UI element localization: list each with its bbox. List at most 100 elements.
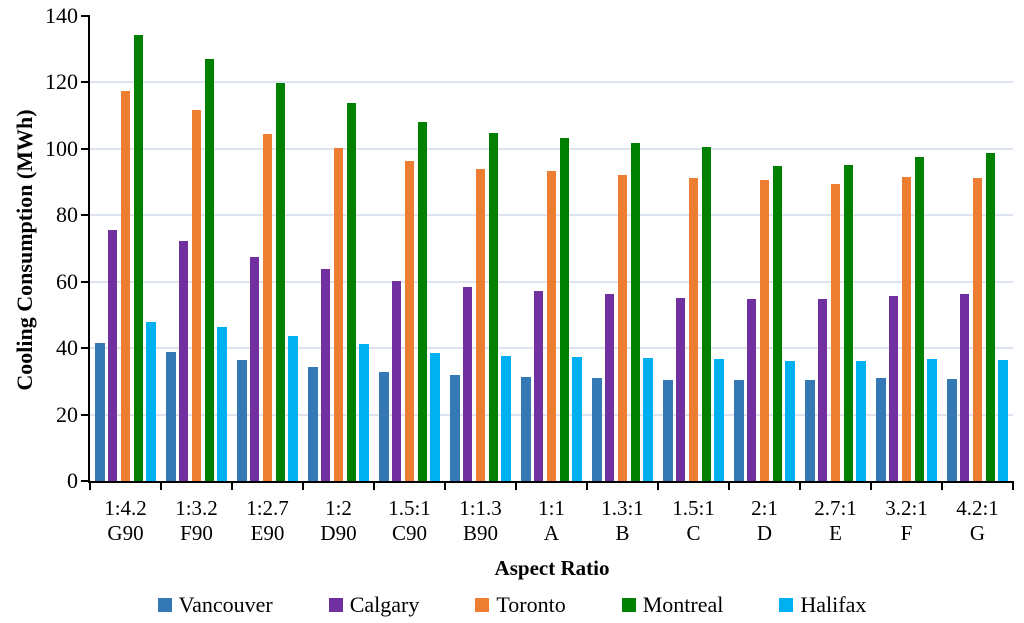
y-axis-line <box>88 15 90 483</box>
legend-swatch-toronto <box>475 598 490 612</box>
x-tick <box>586 481 588 490</box>
x-category-label-f: 3.2:1 F <box>871 496 942 546</box>
bar-calgary-f <box>888 295 899 481</box>
legend-item-toronto: Toronto <box>475 592 566 618</box>
category-code: D <box>756 521 773 545</box>
bar-calgary-g90 <box>107 229 118 481</box>
y-tick <box>81 147 90 150</box>
bar-halifax-b <box>643 358 654 481</box>
bar-calgary-g <box>959 294 970 481</box>
y-tick <box>81 347 90 350</box>
bar-halifax-g90 <box>146 321 157 481</box>
legend-item-halifax: Halifax <box>779 592 866 618</box>
bar-toronto-a <box>546 171 557 481</box>
x-tick <box>941 481 943 490</box>
bar-montreal-d90 <box>346 103 357 481</box>
bar-halifax-d90 <box>359 344 370 481</box>
y-gridline <box>90 147 1013 150</box>
x-tick <box>657 481 659 490</box>
x-category-label-a: 1:1 A <box>516 496 587 546</box>
y-axis-title: Cooling Consumption (MWh) <box>12 109 37 391</box>
category-code: D90 <box>320 521 357 545</box>
bar-vancouver-d90 <box>307 367 318 481</box>
x-tick <box>231 481 233 490</box>
y-tick <box>81 480 90 482</box>
bar-montreal-b90 <box>488 132 499 481</box>
bar-toronto-e90 <box>262 134 273 481</box>
bar-vancouver-g90 <box>94 343 105 481</box>
bar-calgary-a <box>533 290 544 481</box>
legend-item-calgary: Calgary <box>328 592 420 618</box>
legend-swatch-montreal <box>621 598 636 612</box>
bar-toronto-d90 <box>333 148 344 481</box>
x-axis-line <box>88 481 1013 483</box>
category-code: G <box>969 521 986 545</box>
category-ratio: 1:4.2 <box>104 496 147 520</box>
category-code: F <box>900 521 913 545</box>
legend-label-calgary: Calgary <box>349 592 420 617</box>
y-tick-label: 40 <box>56 335 78 361</box>
y-tick-label: 140 <box>45 3 78 28</box>
bar-halifax-c <box>714 359 725 481</box>
bar-toronto-b90 <box>475 169 486 481</box>
bar-calgary-c <box>675 297 686 481</box>
x-category-label-d: 2:1 D <box>729 496 800 546</box>
bar-calgary-d <box>746 298 757 481</box>
x-category-label-d90: 1:2 D90 <box>303 496 374 546</box>
category-code: B <box>615 521 630 545</box>
bar-calgary-b90 <box>462 287 473 481</box>
x-tick <box>515 481 517 490</box>
category-ratio: 1.3:1 <box>601 496 644 520</box>
bar-toronto-b <box>617 175 628 481</box>
category-ratio: 1:2.7 <box>246 496 289 520</box>
bar-vancouver-f <box>875 378 886 481</box>
x-tick <box>89 481 91 490</box>
bar-vancouver-d <box>733 380 744 481</box>
y-tick <box>81 214 90 217</box>
category-code: C90 <box>391 521 427 545</box>
bar-montreal-g90 <box>133 35 144 481</box>
category-code: E90 <box>250 521 285 545</box>
bar-toronto-g90 <box>120 90 131 481</box>
bar-montreal-d <box>772 166 783 481</box>
bar-calgary-e <box>817 298 828 481</box>
bar-montreal-c90 <box>417 122 428 481</box>
category-ratio: 1:3.2 <box>175 496 218 520</box>
bar-halifax-c90 <box>430 352 441 481</box>
bar-halifax-a <box>572 356 583 481</box>
bar-vancouver-e <box>804 380 815 481</box>
x-category-label-f90: 1:3.2 F90 <box>161 496 232 546</box>
bar-vancouver-c90 <box>378 372 389 481</box>
category-ratio: 1:2 <box>325 496 352 520</box>
legend-label-vancouver: Vancouver <box>178 592 273 617</box>
legend-swatch-halifax <box>779 598 794 612</box>
y-tick-label: 60 <box>56 268 78 294</box>
y-tick-label: 120 <box>45 69 78 95</box>
y-tick-label: 20 <box>56 401 78 427</box>
bar-halifax-e90 <box>288 336 299 481</box>
x-category-label-e: 2.7:1 E <box>800 496 871 546</box>
category-code: G90 <box>107 521 144 545</box>
x-category-label-g90: 1:4.2 G90 <box>90 496 161 546</box>
legend-swatch-vancouver <box>157 598 172 612</box>
x-tick <box>728 481 730 490</box>
bar-calgary-c90 <box>391 280 402 481</box>
category-code: F90 <box>180 521 213 545</box>
bar-halifax-f <box>927 359 938 481</box>
category-ratio: 1:1.3 <box>459 496 502 520</box>
category-ratio: 4.2:1 <box>956 496 999 520</box>
legend-item-vancouver: Vancouver <box>157 592 273 618</box>
y-tick-label: 100 <box>45 135 78 161</box>
bar-montreal-f90 <box>204 58 215 481</box>
category-ratio: 1.5:1 <box>672 496 715 520</box>
legend-label-montreal: Montreal <box>642 592 724 617</box>
legend-item-montreal: Montreal <box>621 592 724 618</box>
bar-vancouver-e90 <box>236 360 247 481</box>
bar-halifax-e <box>856 361 867 481</box>
x-category-label-g: 4.2:1 G <box>942 496 1013 546</box>
x-category-label-c90: 1.5:1 C90 <box>374 496 445 546</box>
category-ratio: 3.2:1 <box>885 496 928 520</box>
y-tick <box>81 413 90 416</box>
bar-toronto-e <box>830 183 841 481</box>
